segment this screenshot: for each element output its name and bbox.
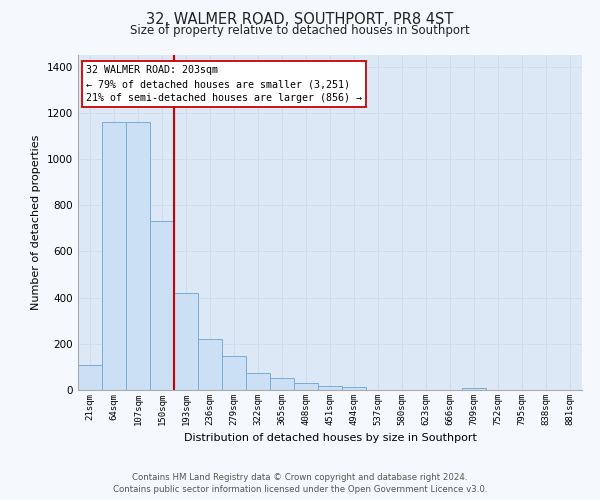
Bar — [150, 222, 174, 390]
Bar — [78, 365, 102, 390]
Bar — [198, 338, 222, 390]
Bar — [294, 382, 318, 390]
Bar — [126, 122, 150, 390]
Text: Contains HM Land Registry data © Crown copyright and database right 2024.
Contai: Contains HM Land Registry data © Crown c… — [113, 473, 487, 494]
Bar — [174, 293, 198, 390]
Y-axis label: Number of detached properties: Number of detached properties — [31, 135, 41, 310]
Text: Size of property relative to detached houses in Southport: Size of property relative to detached ho… — [130, 24, 470, 37]
Text: 32 WALMER ROAD: 203sqm
← 79% of detached houses are smaller (3,251)
21% of semi-: 32 WALMER ROAD: 203sqm ← 79% of detached… — [86, 65, 362, 103]
X-axis label: Distribution of detached houses by size in Southport: Distribution of detached houses by size … — [184, 434, 476, 444]
Bar — [270, 378, 294, 390]
Bar — [342, 387, 366, 390]
Bar — [318, 386, 342, 390]
Bar — [222, 356, 246, 390]
Text: 32, WALMER ROAD, SOUTHPORT, PR8 4ST: 32, WALMER ROAD, SOUTHPORT, PR8 4ST — [146, 12, 454, 28]
Bar — [246, 372, 270, 390]
Bar — [462, 388, 486, 390]
Bar — [102, 122, 126, 390]
